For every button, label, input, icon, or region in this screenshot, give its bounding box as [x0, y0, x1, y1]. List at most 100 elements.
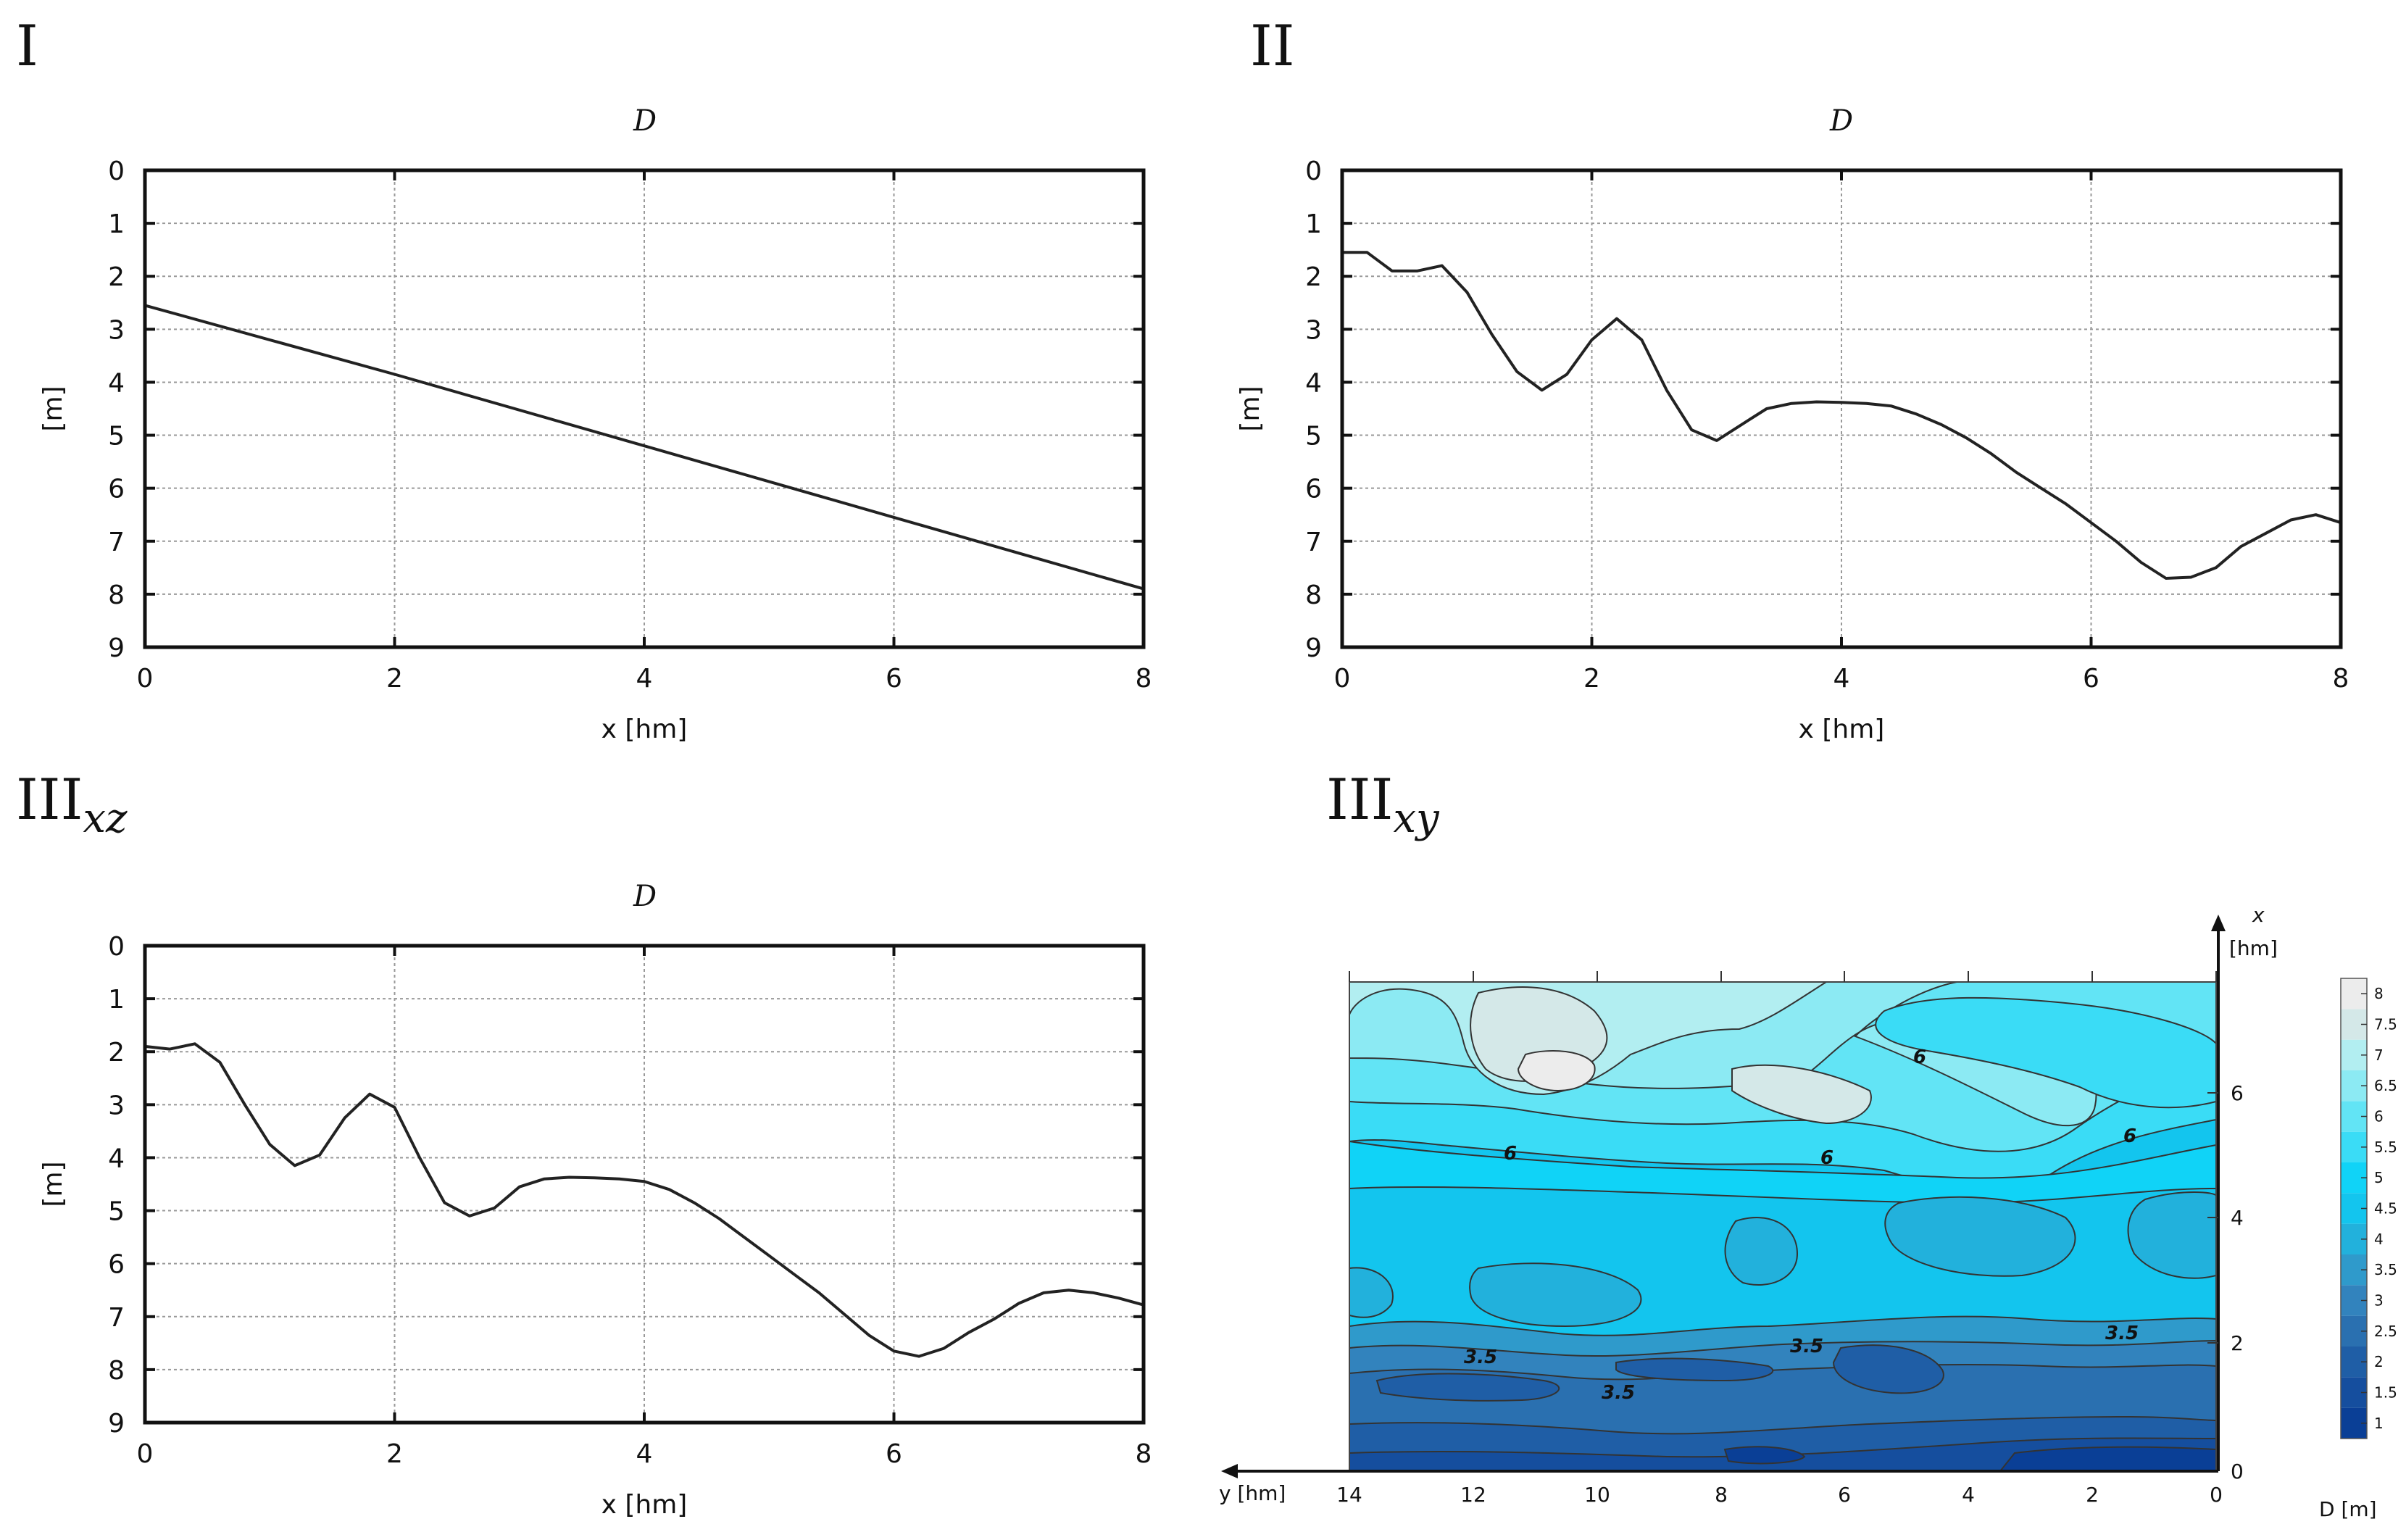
colorbar-tick-label: 2.5	[2374, 1323, 2397, 1340]
ytick-label: 4	[108, 368, 125, 398]
btick-0: 0	[2210, 1483, 2223, 1507]
ytick-label: 6	[1305, 475, 1322, 504]
xtick-label: 2	[386, 664, 403, 694]
ytick-label: 9	[108, 633, 125, 663]
colorbar-tick-label: 4.5	[2374, 1200, 2397, 1218]
colorbar-tick-label: 4	[2374, 1231, 2384, 1248]
contour-bands	[1349, 982, 2216, 1471]
xtick-label: 8	[2333, 664, 2349, 694]
contour-label-6-d: 6	[2123, 1125, 2136, 1147]
btick-14: 14	[1336, 1483, 1362, 1507]
ytick-label: 1	[108, 209, 125, 239]
xtick-label: 0	[137, 664, 154, 694]
x-axis-label: x [hm]	[602, 715, 688, 744]
ytick-label: 0	[108, 932, 125, 962]
series-line	[144, 304, 1144, 591]
xtick-label: 6	[886, 664, 902, 694]
lens-4-d	[1349, 1267, 1394, 1318]
band-1-5	[1349, 1437, 2216, 1471]
rtick-label-2: 2	[2231, 1331, 2244, 1355]
btick-6: 6	[1838, 1483, 1851, 1507]
x-axis-label: x [hm]	[1799, 715, 1885, 744]
contour-ylabel-unit: [hm]	[2229, 936, 2278, 960]
ytick-label: 5	[108, 1197, 125, 1227]
ytick-label: 0	[1305, 157, 1322, 186]
panel-label-I: I	[16, 14, 38, 79]
xtick-label: 2	[1583, 664, 1600, 694]
lens-4-b	[1724, 1217, 1799, 1286]
colorbar: 1 1.5 2 2.5 3 3.5 4 4.5 5 5.5 6 6.5 7 7.5 8	[2340, 978, 2397, 1439]
panel-label-IIIxy: IIIxy	[1326, 767, 1440, 842]
ytick-label: 8	[108, 580, 125, 610]
ytick-label: 5	[1305, 422, 1322, 451]
y-axis-arrowhead	[1221, 1464, 1238, 1478]
xtick-label: 8	[1136, 664, 1152, 694]
colorbar-tick-label: 3	[2374, 1292, 2384, 1310]
ytick-label: 9	[108, 1409, 125, 1439]
y-axis-label: [m]	[38, 1161, 68, 1207]
colorbar-tick-label: 1	[2374, 1415, 2384, 1432]
panel-label-II: II	[1250, 14, 1295, 79]
lens-2-5-a	[1375, 1373, 1560, 1402]
ytick-label: 3	[1305, 315, 1322, 345]
ytick-label: 8	[1305, 580, 1322, 610]
colorbar-tick-label: 1.5	[2374, 1384, 2397, 1402]
contour-label-3-5-a: 3.5	[1464, 1347, 1497, 1368]
grid	[1342, 170, 2341, 647]
band-8-inner	[1517, 1050, 1596, 1092]
x-axis-arrowhead	[2211, 915, 2226, 931]
contour-label-6-c: 6	[1820, 1147, 1833, 1169]
ytick-label: 9	[1305, 633, 1322, 663]
ytick-label: 7	[108, 1303, 125, 1333]
btick-2: 2	[2086, 1483, 2099, 1507]
xtick-label: 2	[386, 1439, 403, 1469]
ytick-label: 3	[108, 315, 125, 345]
band-5	[1349, 1140, 2216, 1204]
series-line	[144, 1042, 1144, 1358]
xtick-label: 4	[636, 1439, 653, 1469]
contour-label-3-5-c: 3.5	[1602, 1382, 1635, 1404]
panel-label-IIIxz: IIIxz	[16, 767, 128, 842]
contour-ylabel-var: x	[2252, 903, 2265, 927]
band-5-5-right	[1875, 996, 2216, 1109]
y-axis-label: [m]	[38, 386, 68, 431]
lens-4-e	[1469, 1262, 1642, 1328]
grid	[145, 946, 1144, 1423]
ytick-label: 6	[108, 1250, 125, 1280]
ytick-label: 7	[108, 528, 125, 557]
contour-label-3-5-d: 3.5	[2105, 1323, 2139, 1344]
ytick-label: 7	[1305, 528, 1322, 557]
colorbar-tick-label: 2	[2374, 1353, 2384, 1370]
panel-label-IIIxy-sub: xy	[1393, 795, 1440, 842]
xtick-label: 4	[636, 664, 653, 694]
ytick-label: 2	[108, 262, 125, 292]
panel-label-IIIxz-main: III	[16, 767, 83, 833]
ytick-label: 5	[108, 422, 125, 451]
lens-2-5-b	[1832, 1344, 1944, 1394]
ytick-label: 1	[108, 985, 125, 1015]
btick-12: 12	[1460, 1483, 1486, 1507]
chart-title: D	[633, 104, 657, 138]
colorbar-tick-label: 3.5	[2374, 1261, 2397, 1278]
colorbar-tick-label: 6	[2374, 1108, 2384, 1125]
ytick-label: 6	[108, 475, 125, 504]
xtick-label: 0	[1334, 664, 1351, 694]
xtick-label: 0	[137, 1439, 154, 1469]
colorbar-tick-label: 5	[2374, 1169, 2384, 1186]
panel-label-IIIxy-main: III	[1326, 767, 1393, 833]
colorbar-label: D [m]	[2319, 1497, 2377, 1521]
xtick-label: 4	[1833, 664, 1850, 694]
ytick-label: 4	[108, 1144, 125, 1173]
series-line	[1342, 251, 2342, 580]
contour-label-3-5-b: 3.5	[1790, 1336, 1823, 1357]
chart-title: D	[633, 880, 657, 913]
lens-2-5-c	[1615, 1357, 1774, 1382]
xtick-label: 6	[886, 1439, 902, 1469]
ytick-label: 2	[108, 1038, 125, 1067]
contour-ylabel: x	[2252, 903, 2265, 927]
colorbar-tick-label: 6.5	[2374, 1077, 2397, 1094]
